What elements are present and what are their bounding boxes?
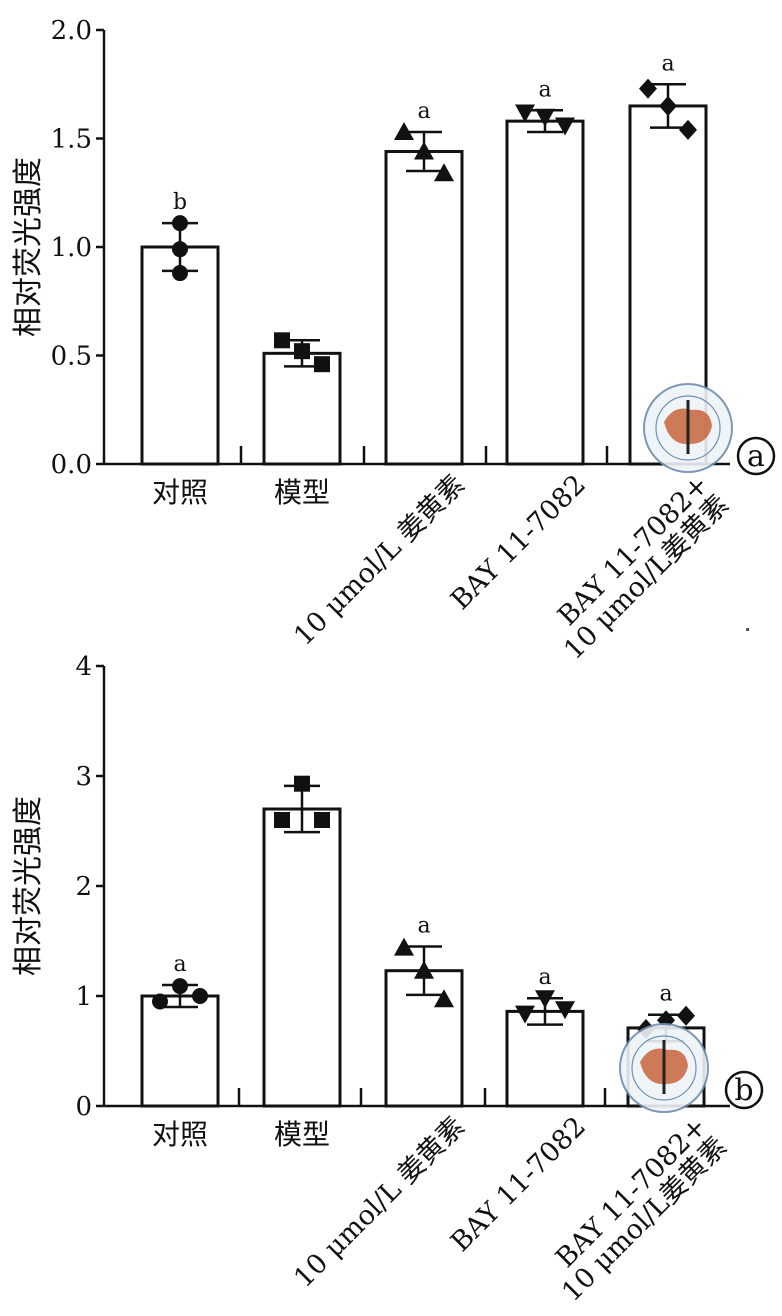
data-point <box>172 241 188 258</box>
bar <box>140 245 220 466</box>
x-tick-label: 模型 <box>274 476 330 509</box>
panel-label-circle <box>724 1070 764 1110</box>
data-point <box>172 978 188 995</box>
bar <box>384 150 464 466</box>
significance-label: a <box>661 51 674 76</box>
y-axis-label: 相对荧光强度 <box>11 796 46 976</box>
data-point <box>414 141 434 160</box>
y-tick-label: 3 <box>75 762 92 792</box>
data-point <box>639 78 657 99</box>
y-tick-label: 0 <box>75 1092 92 1122</box>
bar <box>505 1009 585 1108</box>
significance-label: b <box>173 190 187 215</box>
y-tick-label: 0.5 <box>51 342 92 372</box>
data-point <box>679 119 697 140</box>
stray-dot <box>746 628 749 631</box>
y-axis-label: 相对荧光强度 <box>11 157 46 337</box>
significance-label: a <box>173 952 186 977</box>
y-tick-label: 2 <box>75 872 92 902</box>
chart-panel-b: 0 1 2 3 4 相对荧光强度 a a a a 对照 模型 10 μmol/L 姜黄素 BAY 11-7… <box>0 650 782 1316</box>
panel-label-circle <box>736 436 776 476</box>
data-point <box>414 960 434 979</box>
y-tick-label: 4 <box>75 652 92 682</box>
data-point <box>294 343 310 360</box>
data-point <box>659 95 677 116</box>
data-point <box>434 163 454 182</box>
seal-inner-ring <box>655 395 721 461</box>
data-point <box>515 104 535 123</box>
data-point <box>515 1005 535 1024</box>
data-point <box>434 989 454 1008</box>
x-tick-label: 模型 <box>274 1118 330 1151</box>
significance-label: a <box>417 99 430 124</box>
y-tick-label: 1.5 <box>51 125 92 155</box>
significance-label: a <box>417 914 430 939</box>
data-point <box>535 108 555 127</box>
y-tick-label: 0.0 <box>51 450 92 480</box>
data-point <box>172 215 188 232</box>
significance-label: a <box>659 982 672 1007</box>
data-point <box>274 332 290 349</box>
bar <box>505 119 585 466</box>
data-point <box>555 1001 575 1020</box>
x-tick-label: 对照 <box>152 1118 208 1151</box>
seal-inner-ring <box>631 1035 697 1101</box>
data-point <box>314 356 330 373</box>
panel-label: a <box>747 439 765 474</box>
data-point <box>294 775 310 792</box>
bar <box>140 994 220 1108</box>
y-tick-label: 2.0 <box>51 16 92 46</box>
panel-label: b <box>734 1073 753 1108</box>
data-point <box>555 117 575 136</box>
data-point <box>172 265 188 282</box>
data-point <box>535 990 555 1009</box>
significance-label: a <box>538 77 551 102</box>
data-point <box>274 812 290 828</box>
data-point <box>394 121 414 140</box>
bar <box>262 807 342 1108</box>
significance-label: a <box>538 965 551 990</box>
y-tick-label: 1.0 <box>51 233 92 263</box>
data-point <box>152 993 168 1010</box>
data-point <box>192 988 208 1004</box>
data-point <box>394 937 414 956</box>
data-point <box>314 812 330 828</box>
chart-panel-a: 0.0 0.5 1.0 1.5 2.0 相对荧光强度 b a a a 对照 模型 10 μmol/L 姜… <box>0 0 782 666</box>
x-tick-label: 对照 <box>152 476 208 509</box>
data-point <box>677 1005 695 1026</box>
y-tick-label: 1 <box>75 982 92 1012</box>
